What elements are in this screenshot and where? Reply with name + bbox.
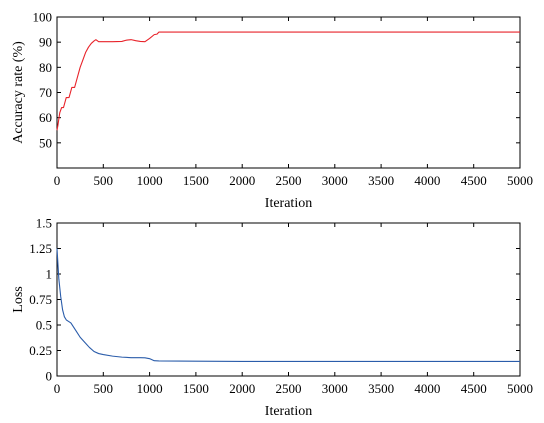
accuracy-series-line bbox=[56, 31, 520, 131]
loss-x-tick-label: 2500 bbox=[276, 381, 302, 396]
accuracy-x-tick-label: 0 bbox=[54, 173, 61, 188]
loss-x-tick-label: 4500 bbox=[461, 381, 487, 396]
loss-x-tick-label: 5000 bbox=[507, 381, 533, 396]
accuracy-x-tick-label: 3500 bbox=[368, 173, 394, 188]
loss-x-tick-label: 1500 bbox=[183, 381, 209, 396]
loss-x-tick-label: 500 bbox=[94, 381, 114, 396]
loss-y-tick-label: 1.5 bbox=[36, 216, 52, 231]
accuracy-x-tick-label: 1000 bbox=[137, 173, 163, 188]
loss-x-tick-label: 0 bbox=[54, 381, 61, 396]
accuracy-x-tick-label: 2500 bbox=[276, 173, 302, 188]
accuracy-y-tick-label: 100 bbox=[33, 10, 53, 25]
loss-x-tick-label: 4000 bbox=[414, 381, 440, 396]
loss-y-tick-label: 0.5 bbox=[36, 318, 52, 333]
loss-x-tick-label: 1000 bbox=[137, 381, 163, 396]
loss-series-line bbox=[56, 248, 520, 362]
accuracy-plot: 0 500 1000 1500 2000 2500 3000 3500 4000 4500 5000… bbox=[11, 10, 533, 212]
accuracy-x-tick-label: 2000 bbox=[229, 173, 255, 188]
loss-plot: 0 500 1000 1500 2000 2500 3000 3500 4000 4500 5000… bbox=[11, 216, 533, 420]
accuracy-y-tick-label: 90 bbox=[39, 35, 52, 50]
loss-y-axis-title: Loss bbox=[11, 286, 26, 312]
loss-x-axis-title: Iteration bbox=[265, 404, 312, 419]
loss-y-tick-label: 1 bbox=[46, 267, 53, 282]
accuracy-y-tick-label: 60 bbox=[39, 110, 52, 125]
accuracy-x-tick-label: 4500 bbox=[461, 173, 487, 188]
accuracy-y-tick-label: 70 bbox=[39, 85, 52, 100]
loss-y-tick-label: 0.75 bbox=[29, 292, 52, 307]
accuracy-y-axis-title: Accuracy rate (%) bbox=[11, 41, 26, 144]
accuracy-x-tick-label: 3000 bbox=[322, 173, 348, 188]
loss-axes-box bbox=[56, 222, 521, 377]
accuracy-x-tick-label: 5000 bbox=[507, 173, 533, 188]
accuracy-y-tick-label: 50 bbox=[39, 135, 52, 150]
accuracy-x-axis-title: Iteration bbox=[265, 196, 312, 211]
loss-y-tick-label: 0 bbox=[46, 369, 53, 384]
accuracy-x-tick-label: 1500 bbox=[183, 173, 209, 188]
accuracy-x-tick-label: 4000 bbox=[414, 173, 440, 188]
loss-y-tick-label: 1.25 bbox=[29, 241, 52, 256]
loss-x-tick-label: 2000 bbox=[229, 381, 255, 396]
accuracy-x-tick-label: 500 bbox=[94, 173, 114, 188]
loss-y-tick-label: 0.25 bbox=[29, 343, 52, 358]
loss-x-tick-label: 3500 bbox=[368, 381, 394, 396]
loss-x-tick-label: 3000 bbox=[322, 381, 348, 396]
accuracy-y-tick-label: 80 bbox=[39, 60, 52, 75]
